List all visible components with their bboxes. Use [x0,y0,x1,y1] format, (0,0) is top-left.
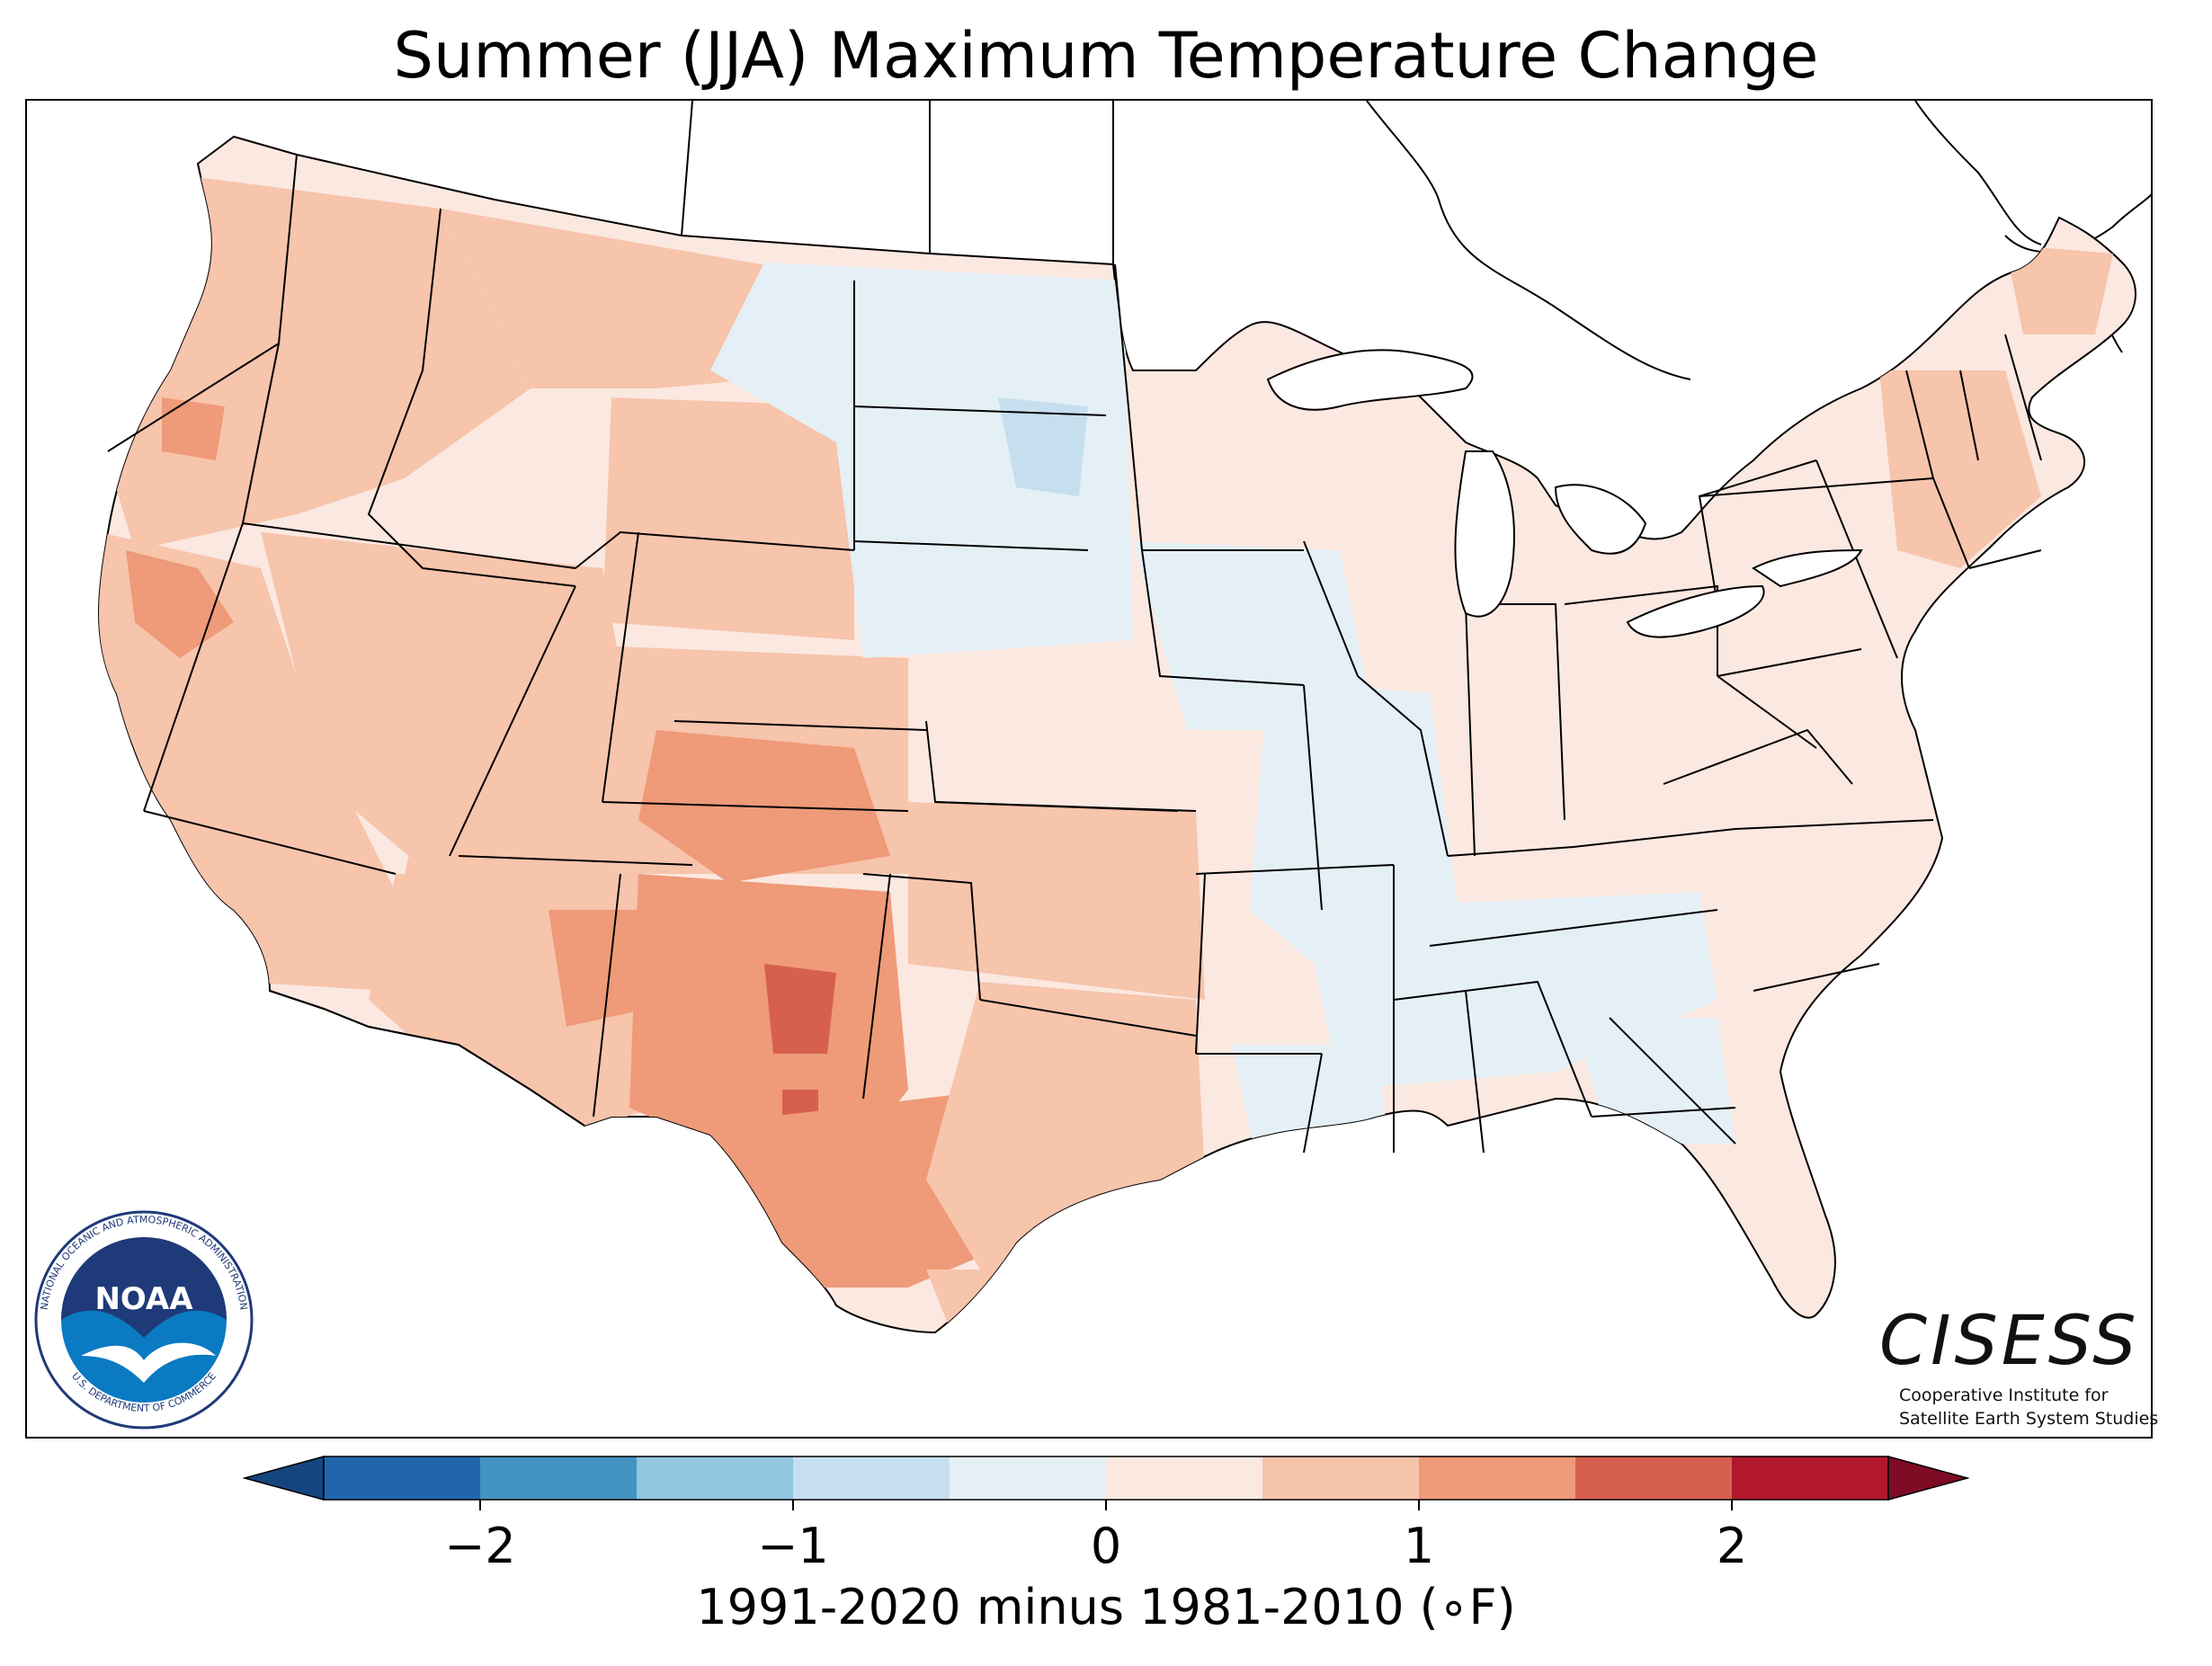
chart-title: Summer (JJA) Maximum Temperature Change [393,19,1819,93]
colorbar-bin-6 [1262,1457,1419,1500]
colorbar-label: 1991-2020 minus 1981-2010 (∘F) [696,1579,1516,1635]
patch-nm-hot [764,964,836,1054]
colorbar-bin-9 [1732,1457,1888,1500]
patch-ok-ks [908,802,1205,1000]
colorbar-bin-5 [1106,1457,1262,1500]
colorbar-bin-1 [480,1457,637,1500]
us-temperature-map [98,101,2151,1334]
colorbar: −2 −1 0 1 2 [243,1456,1969,1574]
patch-ca-warm [126,550,234,658]
patch-wyoming [602,397,854,640]
colorbar-tick-label: −1 [757,1518,829,1574]
cisess-wordmark: CISESS [1879,1300,2140,1380]
great-lakes [1266,349,1863,638]
patch-northern-plains [710,263,1133,658]
colorbar-tick-label: −2 [444,1518,516,1574]
patch-dakota-cool [998,397,1088,496]
patch-az-warm [549,910,647,1027]
anomaly-patches [99,173,2113,1332]
mexico-border [269,990,585,1127]
canada-boundaries [681,101,2151,380]
cisess-logo: CISESS Cooperative Institute for Satelli… [1879,1300,2158,1437]
patch-maine [2005,245,2113,334]
noaa-logo: NOAA NATIONAL OCEANIC AND ATMOSPHERIC AD… [27,1203,261,1437]
colorbar-bin-0 [324,1457,480,1500]
colorbar-bin-4 [950,1457,1106,1500]
cisess-line-1: Cooperative Institute for [1899,1385,2109,1405]
colorbar-bin-8 [1575,1457,1732,1500]
state-borders [107,154,2042,1154]
map-frame [25,99,2153,1439]
patch-northeast [1879,370,2041,568]
colorbar-bin-7 [1419,1457,1575,1500]
patch-nm [629,874,908,1180]
patch-or-warm [162,397,225,460]
colorbar-tick-label: 1 [1404,1518,1434,1574]
colorbar-bin-2 [637,1457,793,1500]
noaa-wordmark: NOAA [94,1281,193,1317]
colorbar-over-arrow [1887,1456,1969,1501]
colorbar-under-arrow [243,1456,325,1501]
colorbar-tick-label: 2 [1717,1518,1747,1574]
patch-tx-south [926,1270,1088,1332]
patch-la-ms [1232,1045,1394,1216]
colorbar-tick-label: 0 [1091,1518,1121,1574]
patch-georgia [1574,1018,1735,1144]
patch-nm-hot2 [782,1090,818,1117]
colorbar-bin-3 [793,1457,950,1500]
cisess-line-2: Satellite Earth System Studies [1899,1409,2159,1429]
